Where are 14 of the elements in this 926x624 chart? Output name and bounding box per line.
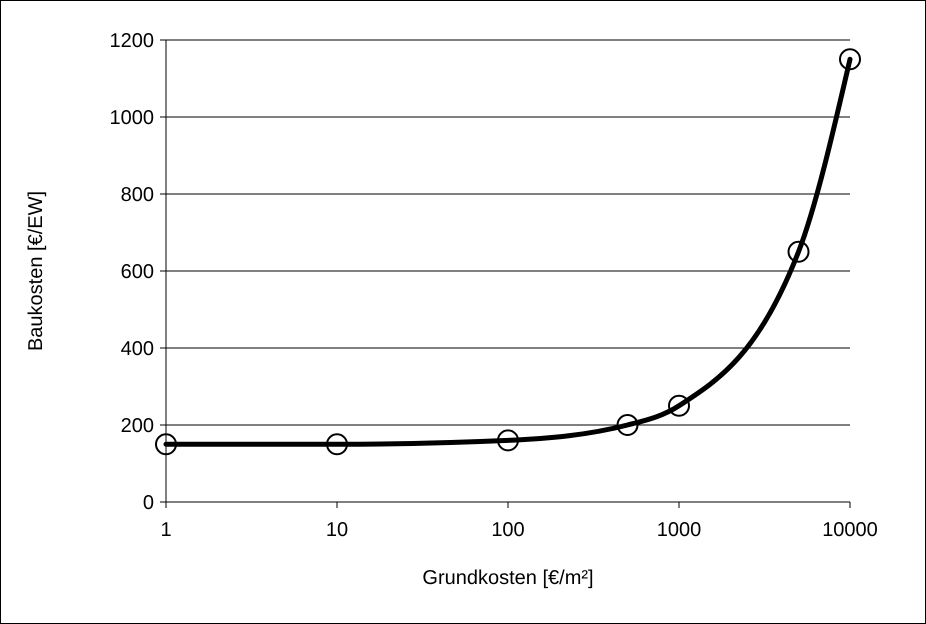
- y-tick-label: 400: [120, 338, 154, 360]
- y-tick-label: 0: [142, 492, 154, 514]
- y-tick-label: 600: [120, 261, 154, 283]
- y-tick-label: 800: [120, 184, 154, 206]
- x-tick-label: 1000: [656, 519, 702, 541]
- y-tick-label: 200: [120, 415, 154, 437]
- x-tick-label: 1: [160, 519, 172, 541]
- x-tick-label: 100: [491, 519, 525, 541]
- y-tick-label: 1200: [110, 30, 154, 52]
- x-axis-title: Grundkosten [€/m²]: [422, 567, 594, 589]
- x-tick-label: 10000: [822, 519, 878, 541]
- y-axis-title: Baukosten [€/EW]: [25, 190, 47, 352]
- x-tick-label: 10: [326, 519, 348, 541]
- y-tick-label: 1000: [110, 107, 154, 129]
